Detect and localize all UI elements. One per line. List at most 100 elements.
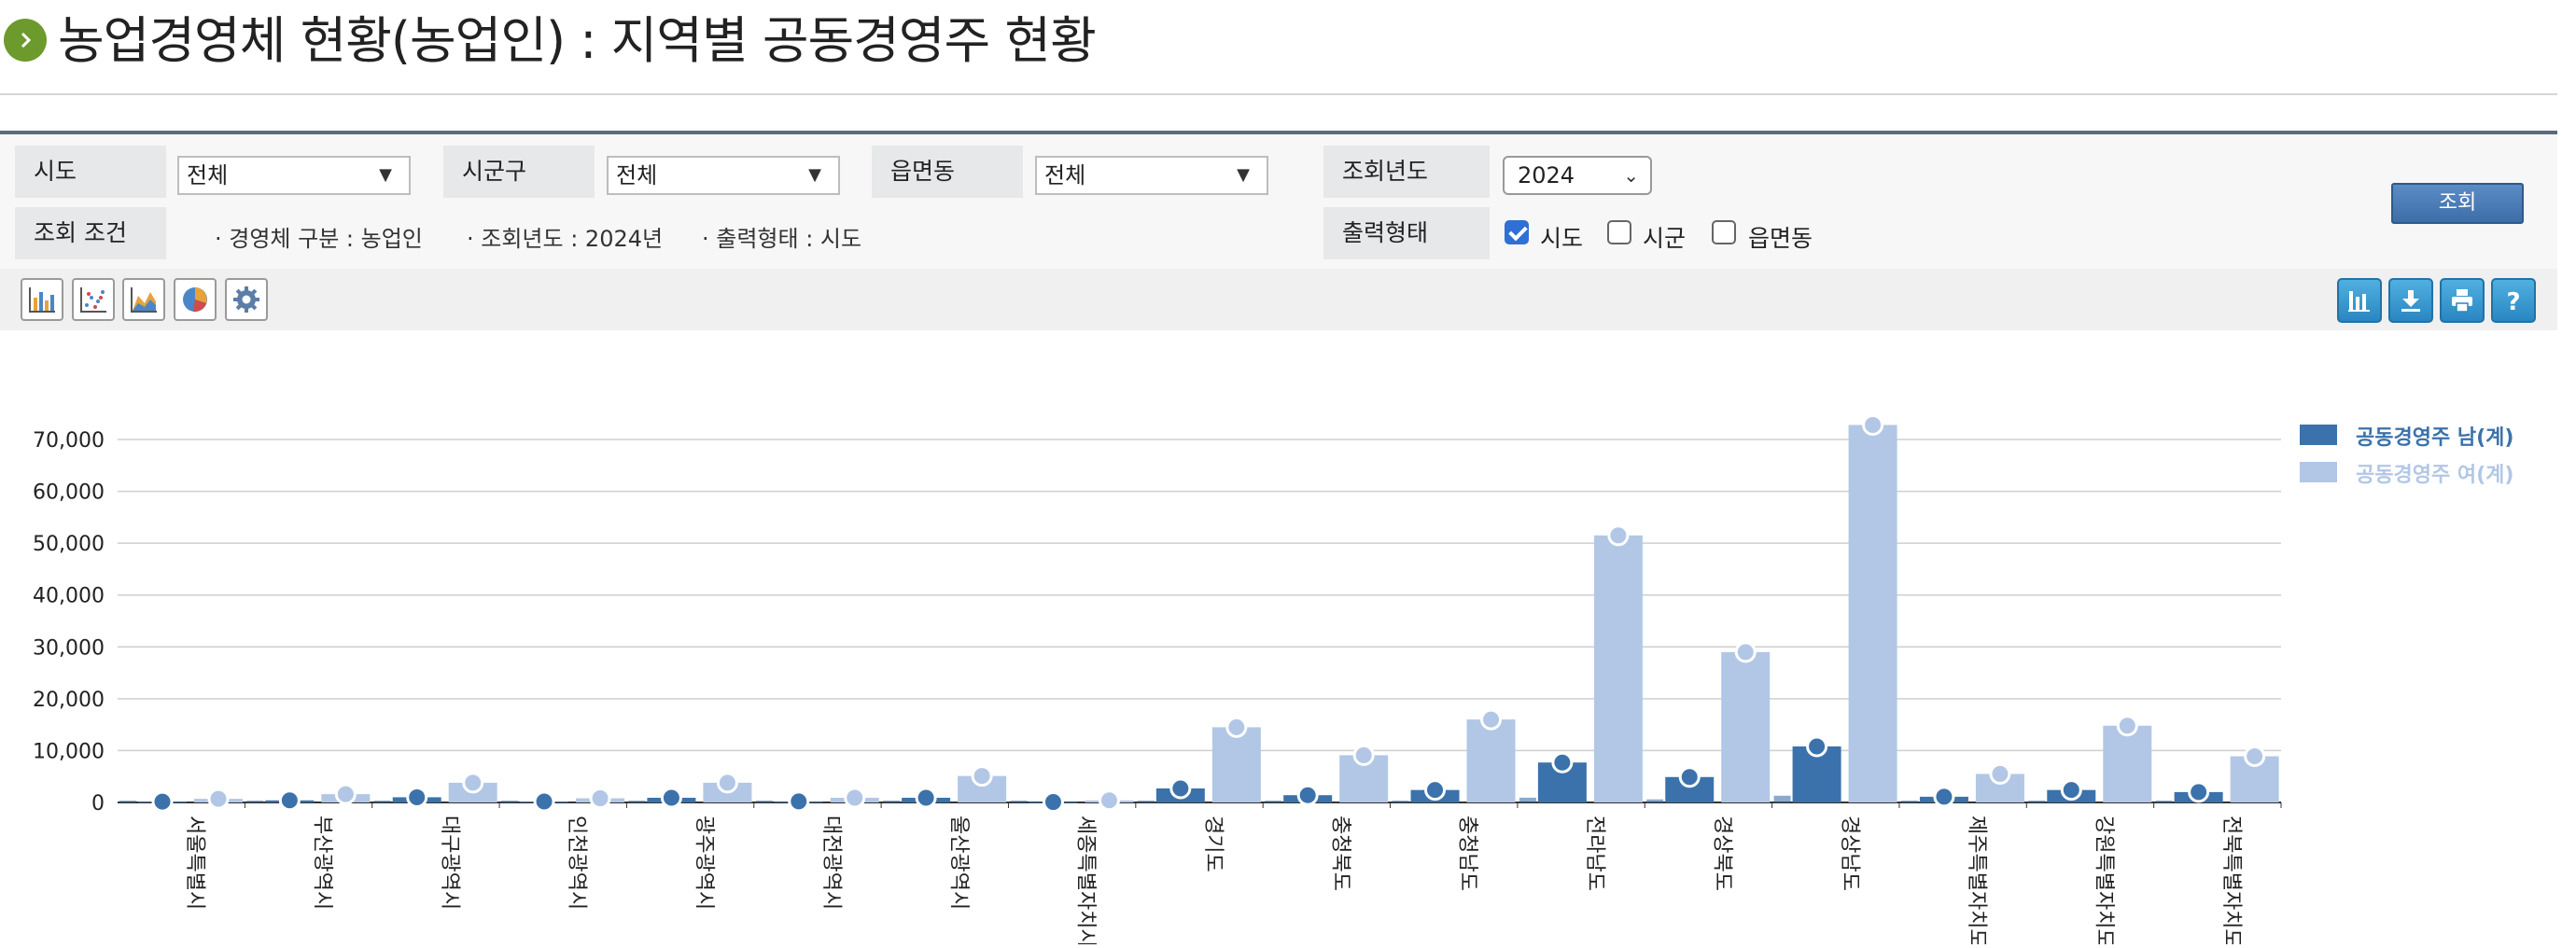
sido-select[interactable]: 전체 ▼ — [177, 156, 411, 195]
year-label: 조회년도 — [1323, 146, 1490, 198]
x-tick-label: 전라남도 — [1583, 816, 1606, 891]
sido-label: 시도 — [15, 146, 166, 198]
column-chart-icon[interactable] — [2337, 278, 2382, 323]
legend-swatch-male — [2300, 425, 2337, 445]
point-male — [788, 790, 810, 813]
ghost-bar — [1265, 801, 1282, 802]
legend-label-female[interactable]: 공동경영주 여(계) — [2356, 464, 2514, 487]
sido-select-value: 전체 — [187, 162, 229, 188]
area-chart-icon[interactable] — [122, 278, 165, 321]
y-tick-label: 70,000 — [33, 429, 105, 453]
output-sigun-checkbox[interactable] — [1607, 220, 1631, 244]
point-male — [1551, 751, 1574, 774]
sigungu-select[interactable]: 전체 ▼ — [607, 156, 840, 195]
y-tick-label: 40,000 — [33, 585, 105, 608]
output-eupmyeondong-label: 읍면동 — [1748, 225, 1813, 252]
bar-female — [1211, 727, 1261, 802]
y-tick-label: 20,000 — [33, 689, 105, 712]
search-button[interactable]: 조회 — [2391, 183, 2524, 224]
bar-female — [2103, 725, 2152, 802]
chevron-right-icon — [4, 19, 47, 62]
point-male — [278, 789, 301, 812]
ghost-bar — [883, 801, 901, 802]
x-tick-label: 인천광역시 — [565, 816, 588, 910]
y-tick-label: 60,000 — [33, 481, 105, 505]
title-divider — [0, 93, 2557, 95]
point-male — [1169, 777, 1192, 800]
eupmyeondong-select[interactable]: 전체 ▼ — [1035, 156, 1268, 195]
chevron-down-icon: ⌄ — [1623, 164, 1639, 187]
title-bar: 농업경영체 현황(농업인) : 지역별 공동경영주 현황 — [0, 0, 2576, 93]
x-tick-label: 부산광역시 — [311, 816, 334, 910]
legend-swatch-female — [2300, 462, 2337, 482]
sigungu-select-value: 전체 — [616, 162, 658, 188]
ghost-bar — [1137, 801, 1155, 802]
ghost-bar — [1646, 799, 1664, 802]
point-female — [589, 788, 611, 810]
x-tick-label: 경상남도 — [1838, 816, 1861, 891]
ghost-bar — [119, 801, 136, 802]
point-female — [1989, 762, 2011, 785]
x-tick-label: 광주광역시 — [693, 816, 716, 910]
dropdown-arrow-icon: ▼ — [808, 165, 821, 185]
bar-female — [1848, 425, 1897, 802]
ghost-bar — [501, 801, 519, 802]
point-male — [1042, 791, 1064, 814]
sigungu-label: 시군구 — [443, 146, 595, 198]
pie-chart-icon[interactable] — [174, 278, 217, 321]
x-tick-label: 경상북도 — [1710, 816, 1733, 891]
condition-label: 조회 조건 — [15, 207, 166, 259]
ghost-bar — [2155, 801, 2173, 802]
y-tick-label: 30,000 — [33, 636, 105, 660]
scatter-chart-icon[interactable] — [72, 278, 115, 321]
point-female — [1480, 708, 1503, 731]
bar-chart-icon[interactable] — [21, 278, 63, 321]
x-tick-label: 대구광역시 — [438, 816, 461, 910]
point-female — [1734, 641, 1757, 663]
eupmyeondong-select-value: 전체 — [1044, 162, 1086, 188]
ghost-bar — [628, 801, 646, 802]
point-male — [1424, 779, 1447, 802]
x-tick-label: 제주특별자치도 — [1965, 816, 1988, 944]
output-eupmyeondong-checkbox[interactable] — [1712, 220, 1736, 244]
legend-label-male[interactable]: 공동경영주 남(계) — [2356, 426, 2514, 450]
point-female — [1352, 744, 1375, 766]
x-tick-label: 울산광역시 — [946, 816, 970, 910]
point-male — [915, 787, 937, 809]
point-female — [716, 772, 738, 794]
year-select[interactable]: 2024 ⌄ — [1503, 156, 1652, 195]
point-male — [1296, 784, 1319, 806]
point-female — [971, 765, 993, 788]
point-male — [406, 786, 428, 808]
x-tick-label: 서울특별시 — [183, 816, 206, 910]
page-title: 농업경영체 현황(농업인) : 지역별 공동경영주 현황 — [58, 11, 1097, 70]
help-icon[interactable]: ? — [2491, 278, 2536, 323]
gear-icon[interactable] — [225, 278, 268, 321]
output-sido-checkbox[interactable] — [1505, 220, 1529, 244]
point-female — [2244, 746, 2266, 768]
x-tick-label: 강원특별자치도 — [2092, 816, 2115, 944]
y-tick-label: 10,000 — [33, 740, 105, 763]
ghost-bar — [1010, 801, 1028, 802]
y-tick-label: 0 — [91, 792, 105, 816]
ghost-bar — [1392, 801, 1409, 802]
x-tick-label: 전북특별자치도 — [2219, 816, 2243, 944]
download-icon[interactable] — [2388, 278, 2433, 323]
point-female — [334, 783, 357, 805]
bar-female — [1593, 535, 1643, 802]
ghost-bar — [373, 801, 391, 802]
point-female — [1607, 524, 1630, 547]
output-sigun-label: 시군 — [1643, 225, 1687, 252]
ghost-bar — [246, 801, 264, 802]
bar-female — [1466, 719, 1516, 802]
chart-toolbar: ? — [0, 269, 2557, 330]
ghost-bar — [1900, 801, 1918, 802]
print-icon[interactable] — [2440, 278, 2485, 323]
output-sido-label: 시도 — [1540, 225, 1584, 252]
point-female — [1225, 716, 1248, 738]
condition-item: · 조회년도 : 2024년 — [467, 226, 664, 252]
x-tick-label: 세종특별자치시 — [1074, 816, 1098, 944]
point-female — [2116, 715, 2138, 737]
y-tick-label: 50,000 — [33, 533, 105, 556]
point-female — [1862, 413, 1884, 436]
